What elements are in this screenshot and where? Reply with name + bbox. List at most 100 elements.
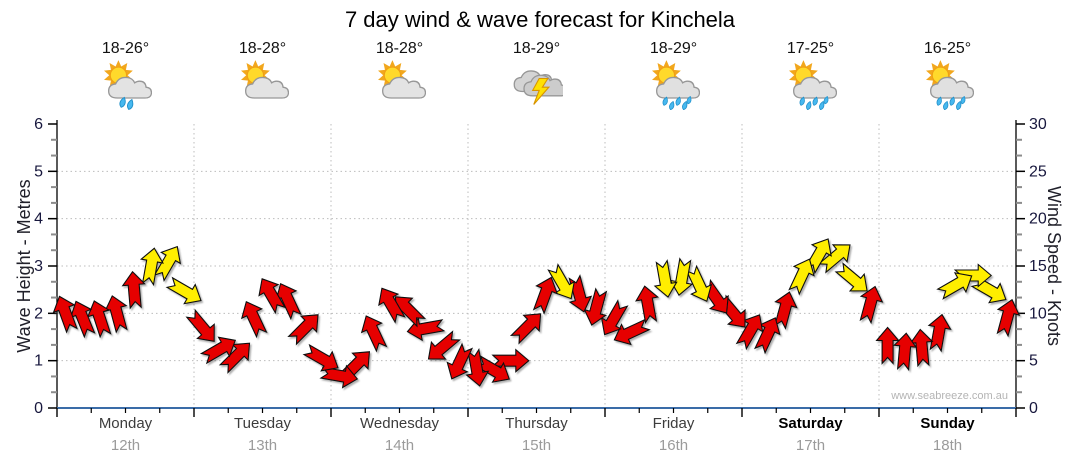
svg-text:5: 5 bbox=[1029, 353, 1038, 370]
weather-icon-sun-cloud bbox=[194, 60, 331, 112]
wind-arrow bbox=[859, 285, 884, 325]
day-name-label: Saturday bbox=[778, 415, 843, 432]
day-header: 18-26° bbox=[57, 40, 194, 112]
day-temp-range: 18-28° bbox=[238, 40, 287, 57]
right-axis: 0 5 10 15 20 25 30 bbox=[1015, 116, 1047, 417]
wind-arrow bbox=[153, 245, 182, 283]
right-axis-title: Wind Speed - Knots bbox=[1044, 185, 1064, 347]
svg-text:0: 0 bbox=[1029, 400, 1038, 417]
day-temp-range: 17-25° bbox=[786, 40, 835, 57]
wind-arrow bbox=[653, 259, 678, 298]
day-temp-range: 16-25° bbox=[923, 40, 972, 57]
day-footer: Sunday 18th bbox=[879, 415, 1016, 454]
day-name-label: Friday bbox=[652, 415, 695, 432]
wind-arrow bbox=[360, 315, 388, 353]
wind-arrow bbox=[600, 299, 629, 336]
wind-arrow bbox=[86, 300, 112, 339]
wind-arrow bbox=[669, 257, 694, 296]
svg-text:5: 5 bbox=[34, 163, 43, 180]
wind-arrow bbox=[52, 295, 78, 334]
wind-arrow bbox=[685, 264, 713, 302]
day-footer: Friday 16th bbox=[605, 415, 742, 454]
svg-text:20: 20 bbox=[1029, 211, 1047, 228]
day-footer: Tuesday 13th bbox=[194, 415, 331, 454]
day-temp-range: 18-29° bbox=[649, 40, 698, 57]
chart-title: 7 day wind & wave forecast for Kinchela bbox=[344, 7, 736, 32]
day-name-label: Thursday bbox=[505, 415, 568, 432]
svg-text:30: 30 bbox=[1029, 116, 1047, 133]
svg-text:25: 25 bbox=[1029, 163, 1047, 180]
day-name-label: Sunday bbox=[920, 415, 975, 432]
day-date-label: 13th bbox=[247, 437, 278, 454]
weather-icon-sun-cloud-showers bbox=[879, 60, 1016, 112]
day-name-label: Monday bbox=[98, 415, 153, 432]
day-header: 18-28° bbox=[331, 40, 468, 112]
day-date-label: 17th bbox=[795, 437, 826, 454]
wind-arrow bbox=[996, 298, 1021, 338]
wind-arrow bbox=[258, 278, 287, 315]
left-axis: 0 1 2 3 4 5 6 bbox=[34, 116, 58, 417]
day-temp-range: 18-29° bbox=[512, 40, 561, 57]
wind-arrow bbox=[240, 301, 268, 339]
svg-text:0: 0 bbox=[34, 400, 43, 417]
day-date-label: 12th bbox=[110, 437, 141, 454]
left-axis-title: Wave Height - Metres bbox=[14, 179, 34, 353]
weather-icon-sun-cloud bbox=[331, 60, 468, 112]
wind-arrow bbox=[287, 314, 319, 346]
svg-text:4: 4 bbox=[34, 211, 43, 228]
weather-icon-storm bbox=[468, 60, 605, 112]
wind-arrow-series bbox=[52, 238, 1021, 389]
plot-grid bbox=[57, 124, 1016, 408]
day-footer: Thursday 15th bbox=[468, 415, 605, 454]
wind-arrow bbox=[185, 308, 215, 342]
day-name-label: Wednesday bbox=[360, 415, 439, 432]
svg-text:1: 1 bbox=[34, 353, 43, 370]
wind-arrow bbox=[473, 355, 511, 383]
wind-arrow bbox=[465, 348, 490, 387]
wind-arrow bbox=[509, 313, 542, 345]
day-date-label: 16th bbox=[658, 437, 689, 454]
svg-text:10: 10 bbox=[1029, 305, 1047, 322]
wind-arrow bbox=[834, 262, 868, 292]
bottom-axis bbox=[56, 407, 1017, 417]
wind-arrow bbox=[875, 326, 900, 365]
weather-icon-sun-cloud-showers bbox=[742, 60, 879, 112]
day-name-label: Tuesday bbox=[234, 415, 291, 432]
day-footer: Saturday 17th bbox=[742, 415, 879, 454]
day-date-label: 14th bbox=[384, 437, 415, 454]
wind-arrow bbox=[817, 244, 851, 274]
wind-arrow bbox=[583, 287, 608, 326]
wind-arrow bbox=[378, 287, 406, 324]
day-footer: Monday 12th bbox=[57, 415, 194, 454]
day-header: 18-29° bbox=[605, 40, 742, 112]
day-header: 18-28° bbox=[194, 40, 331, 112]
wind-arrow bbox=[121, 270, 146, 310]
wind-arrow bbox=[773, 291, 798, 330]
wind-arrow bbox=[613, 318, 651, 346]
day-footer: Wednesday 14th bbox=[331, 415, 468, 454]
wind-arrow bbox=[446, 342, 474, 380]
day-temp-range: 18-26° bbox=[101, 40, 150, 57]
wind-arrow bbox=[165, 276, 202, 305]
wind-arrow bbox=[427, 330, 462, 360]
svg-text:2: 2 bbox=[34, 305, 43, 322]
day-date-label: 18th bbox=[932, 437, 963, 454]
day-header: 18-29° bbox=[468, 40, 605, 112]
wind-arrow bbox=[302, 343, 339, 372]
wind-arrow bbox=[319, 364, 359, 389]
wind-arrow bbox=[139, 247, 164, 287]
svg-text:3: 3 bbox=[34, 258, 43, 275]
day-header: 17-25° bbox=[742, 40, 879, 112]
wind-arrow bbox=[892, 332, 918, 372]
day-date-label: 15th bbox=[521, 437, 552, 454]
wind-arrow bbox=[532, 276, 559, 315]
day-header: 16-25° bbox=[879, 40, 1016, 112]
wind-arrow bbox=[635, 285, 660, 325]
day-temp-range: 18-28° bbox=[375, 40, 424, 57]
svg-text:15: 15 bbox=[1029, 258, 1047, 275]
weather-icon-sun-cloud-showers bbox=[605, 60, 742, 112]
svg-text:6: 6 bbox=[34, 116, 43, 133]
wind-arrow bbox=[568, 274, 593, 313]
